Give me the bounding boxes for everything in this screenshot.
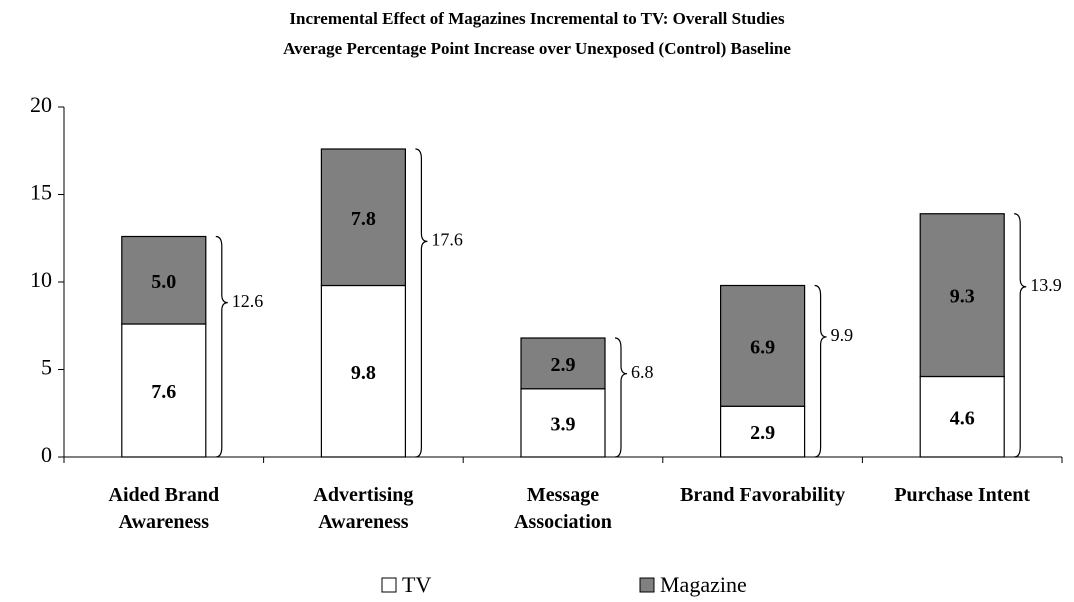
total-brace xyxy=(614,337,628,458)
x-tick-label: Purchase Intent xyxy=(894,484,1031,506)
bar-segment xyxy=(121,323,207,458)
total-brace xyxy=(215,235,228,458)
legend-swatch xyxy=(381,577,397,593)
chart-subtitle: Average Percentage Point Increase over U… xyxy=(283,39,791,58)
y-tick-label: 15 xyxy=(30,180,52,205)
y-tick-label: 5 xyxy=(41,355,52,380)
total-label: 13.9 xyxy=(1030,275,1062,295)
data-label: 3.9 xyxy=(551,413,576,435)
total-label: 17.6 xyxy=(431,230,463,250)
total-brace xyxy=(814,284,827,458)
bar-segment xyxy=(320,284,406,458)
legend-label: TV xyxy=(402,572,431,597)
data-label: 9.8 xyxy=(351,362,376,384)
data-label: 5.0 xyxy=(151,271,176,293)
x-tick-label: Brand Favorability xyxy=(680,484,846,506)
bar-segment xyxy=(121,235,207,325)
y-tick-label: 20 xyxy=(30,92,52,117)
data-label: 2.9 xyxy=(551,354,576,376)
data-label: 7.6 xyxy=(151,381,176,403)
bar-segment xyxy=(320,148,406,287)
bar-segment xyxy=(919,375,1005,458)
x-tick-label: Message Association xyxy=(514,484,612,533)
bar-segment xyxy=(919,213,1005,378)
total-label: 9.9 xyxy=(831,325,854,345)
total-brace xyxy=(415,148,428,458)
x-tick-label: Aided Brand Awareness xyxy=(108,484,220,533)
data-label: 6.9 xyxy=(750,336,775,358)
x-tick-label: Advertising Awareness xyxy=(313,484,414,533)
data-label: 9.3 xyxy=(950,286,975,308)
total-label: 12.6 xyxy=(232,291,263,311)
bar-segment xyxy=(719,405,806,458)
bar-segment xyxy=(520,337,606,390)
legend-swatch xyxy=(639,577,655,593)
data-label: 7.8 xyxy=(351,208,376,230)
bar-segment xyxy=(719,284,806,407)
legend-label: Magazine xyxy=(660,572,747,597)
chart-title: Incremental Effect of Magazines Incremen… xyxy=(289,9,785,28)
y-tick-label: 0 xyxy=(41,442,52,467)
data-label: 4.6 xyxy=(950,407,975,429)
data-label: 2.9 xyxy=(750,422,775,444)
total-label: 6.8 xyxy=(631,362,654,382)
y-tick-label: 10 xyxy=(30,267,52,292)
total-brace xyxy=(1014,213,1027,458)
bar-segment xyxy=(520,388,606,458)
